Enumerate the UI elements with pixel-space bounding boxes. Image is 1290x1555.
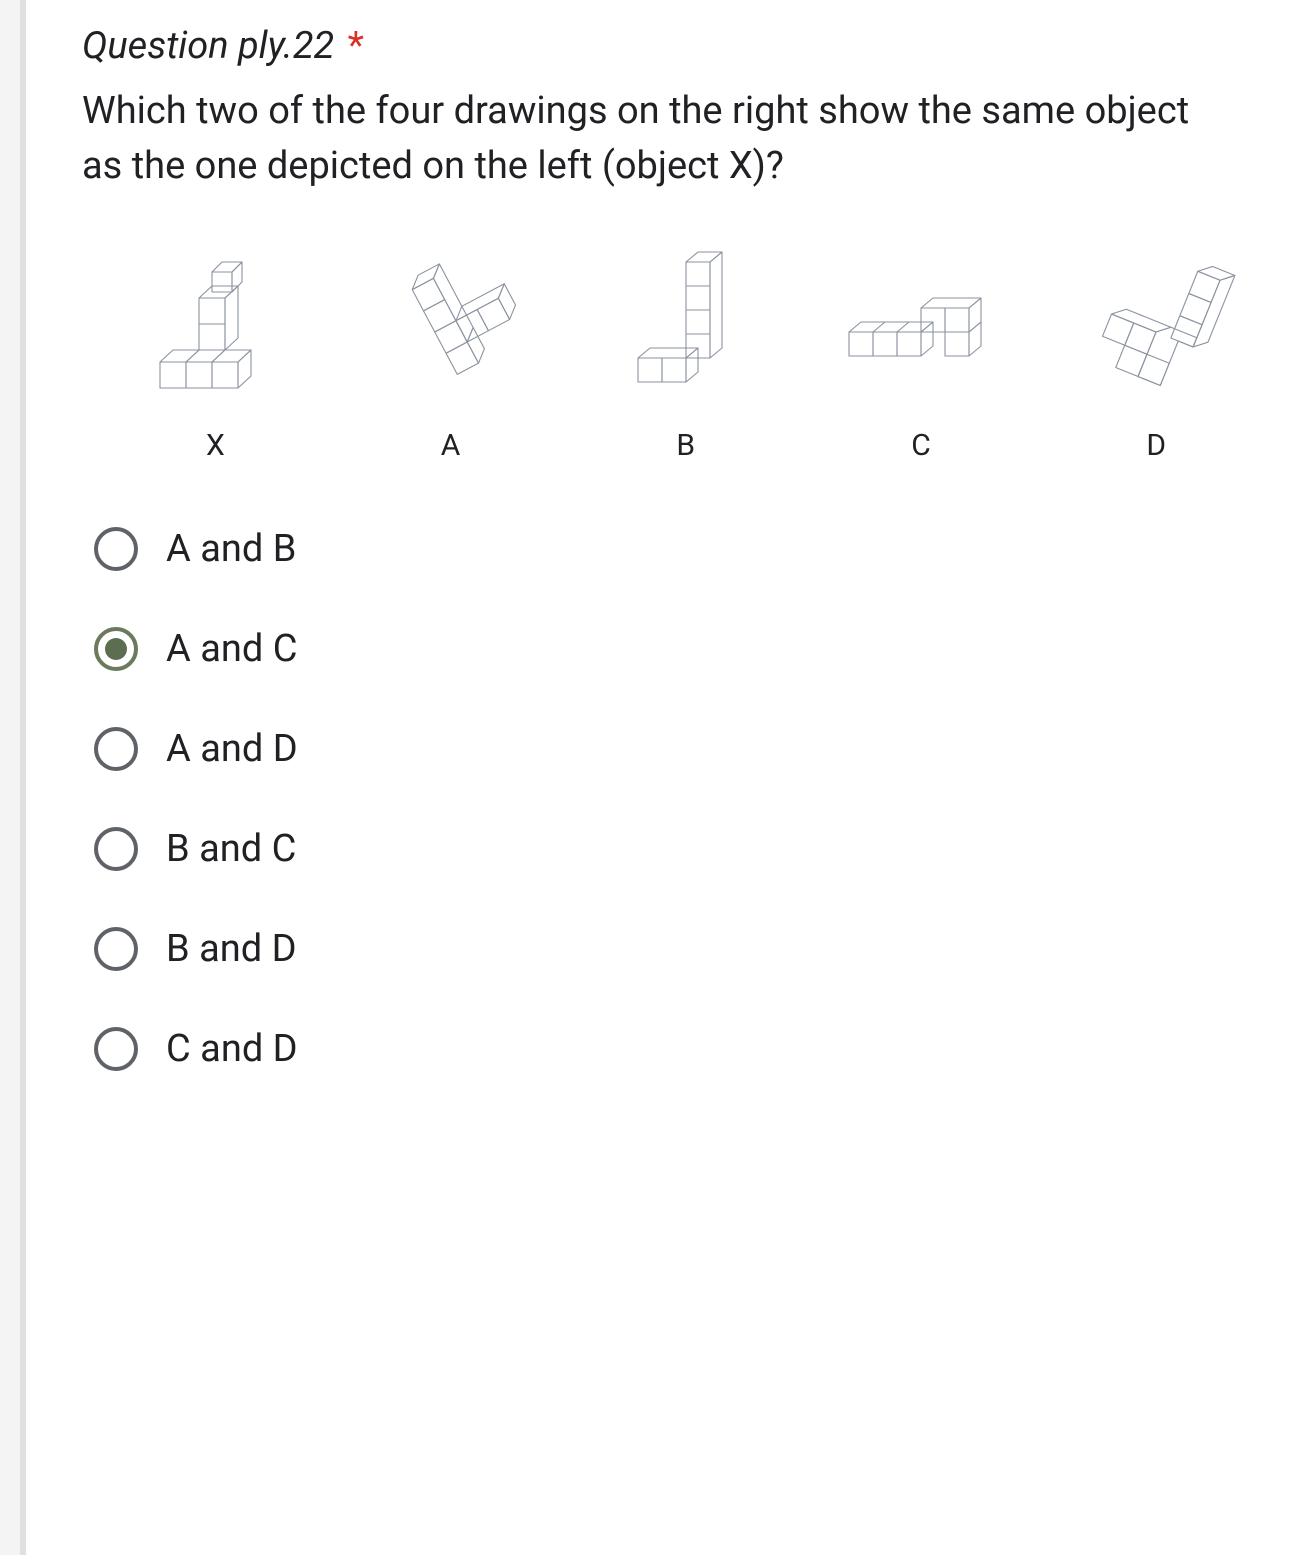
option-label: B and D [166, 927, 297, 971]
option-row[interactable]: B and D [94, 927, 1250, 971]
question-title-text: Question ply.22 [82, 24, 334, 68]
cube-drawing-c-icon [831, 242, 1011, 412]
figure-caption-x: X [206, 428, 225, 463]
radio-button[interactable] [94, 627, 138, 671]
figure-d: D [1063, 242, 1250, 463]
options-list: A and B A and C A and D B and C B and D C and… [94, 527, 1250, 1071]
figure-a: A [357, 242, 544, 463]
radio-button[interactable] [94, 727, 138, 771]
radio-button[interactable] [94, 927, 138, 971]
figure-x: X [122, 242, 309, 463]
option-row[interactable]: C and D [94, 1027, 1250, 1071]
radio-button[interactable] [94, 827, 138, 871]
figure-caption-d: D [1146, 428, 1166, 463]
question-title: Question ply.22 * [82, 24, 1250, 68]
figure-b: B [592, 242, 779, 463]
option-row[interactable]: A and C [94, 627, 1250, 671]
option-row[interactable]: A and D [94, 727, 1250, 771]
option-label: A and C [166, 627, 297, 671]
question-card: Question ply.22 * Which two of the four … [20, 0, 1290, 1555]
figure-caption-c: C [911, 428, 931, 463]
radio-button[interactable] [94, 1027, 138, 1071]
option-label: A and B [166, 527, 296, 571]
option-label: A and D [166, 727, 298, 771]
cube-drawing-a-icon [361, 242, 541, 412]
option-row[interactable]: B and C [94, 827, 1250, 871]
option-row[interactable]: A and B [94, 527, 1250, 571]
figure-c: C [828, 242, 1015, 463]
required-asterisk: * [344, 24, 364, 68]
radio-button[interactable] [94, 527, 138, 571]
figures-row: X [122, 242, 1250, 463]
cube-drawing-d-icon [1066, 242, 1246, 412]
option-label: B and C [166, 827, 296, 871]
question-body: Which two of the four drawings on the ri… [82, 84, 1202, 194]
cube-drawing-x-icon [126, 242, 306, 412]
option-label: C and D [166, 1027, 298, 1071]
cube-drawing-b-icon [596, 242, 776, 412]
figure-caption-b: B [676, 428, 695, 463]
figure-caption-a: A [441, 428, 461, 463]
